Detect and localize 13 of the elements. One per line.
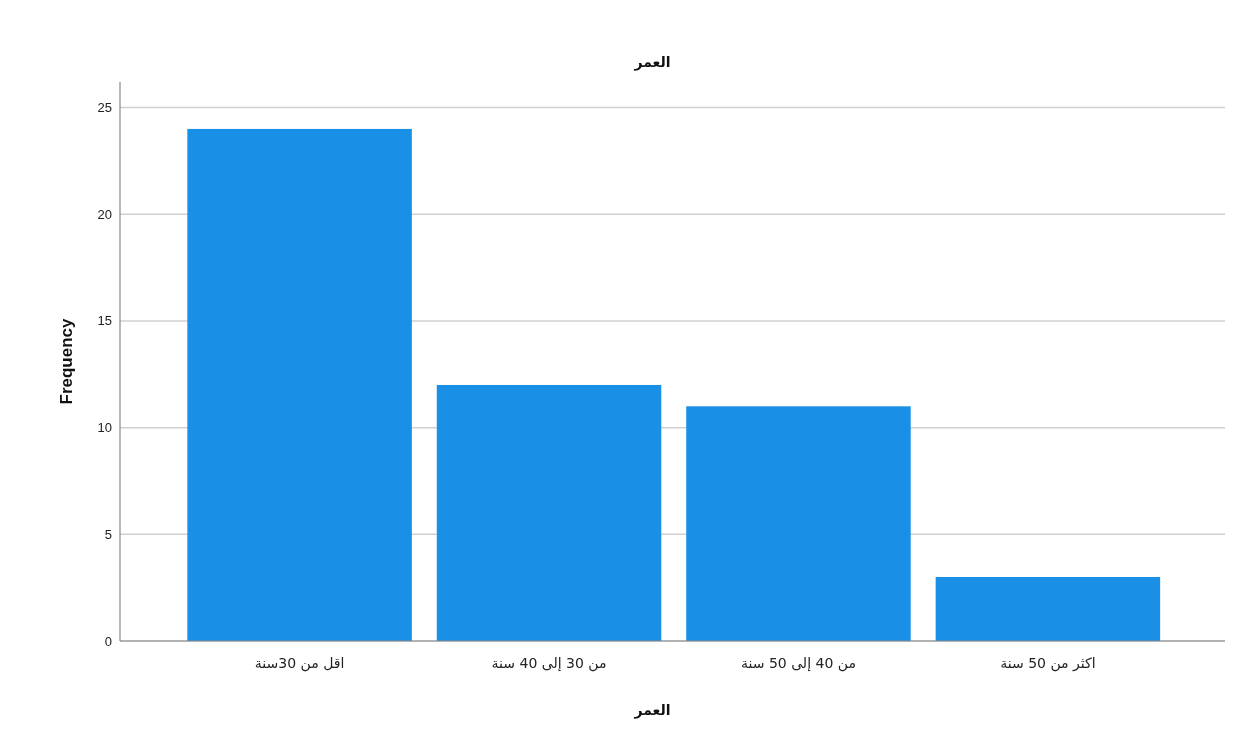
x-tick-label: اكثر من 50 سنة (1000, 655, 1096, 672)
y-tick-label: 25 (97, 100, 112, 116)
y-tick-label: 5 (104, 526, 112, 542)
chart-title: العمر (633, 54, 671, 71)
x-tick-label: اقل من 30سنة (254, 655, 345, 672)
y-tick-label: 0 (104, 633, 112, 649)
y-axis-title: Frequency (57, 317, 76, 405)
x-tick-label: من 40 إلى 50 سنة (741, 655, 856, 672)
y-tick-label: 15 (97, 313, 112, 329)
y-tick-label: 20 (97, 206, 112, 222)
x-axis-title: العمر (633, 702, 671, 719)
x-tick-label: من 30 إلى 40 سنة (491, 655, 607, 672)
y-tick-label: 10 (97, 420, 112, 436)
